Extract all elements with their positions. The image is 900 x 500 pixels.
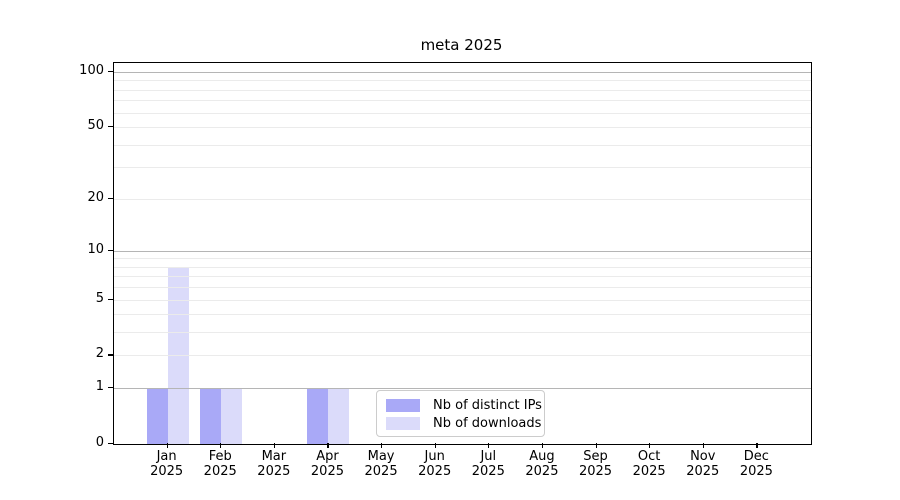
gridline-minor bbox=[114, 299, 811, 301]
gridline-minor bbox=[114, 355, 811, 357]
x-axis-tick bbox=[273, 443, 276, 448]
y-tick-label: 100 bbox=[79, 63, 104, 79]
gridline-minor bbox=[114, 89, 811, 91]
y-tick-label: 1 bbox=[95, 379, 104, 395]
x-axis-tick bbox=[541, 443, 544, 448]
legend-swatch-distinct-ips bbox=[386, 398, 420, 412]
gridline-minor bbox=[114, 127, 811, 129]
legend: Nb of distinct IPs Nb of downloads bbox=[376, 390, 545, 437]
gridline-minor bbox=[114, 276, 811, 278]
y-axis-tick bbox=[108, 71, 113, 73]
y-axis-tick bbox=[108, 298, 113, 300]
plot-area bbox=[113, 62, 812, 445]
x-axis-tick bbox=[434, 443, 436, 448]
y-axis-tick bbox=[108, 443, 113, 445]
gridline-major bbox=[114, 250, 811, 252]
bar-distinct-ips bbox=[200, 388, 222, 444]
x-axis-tick bbox=[381, 443, 383, 448]
x-tick-label: Sep 2025 bbox=[578, 449, 613, 479]
legend-label-downloads: Nb of downloads bbox=[433, 415, 542, 431]
x-tick-label: Apr 2025 bbox=[310, 449, 344, 479]
y-tick-label: 10 bbox=[87, 241, 104, 257]
legend-entry-distinct-ips: Nb of distinct IPs bbox=[386, 397, 542, 413]
gridline-minor bbox=[114, 112, 811, 114]
y-tick-label: 50 bbox=[87, 118, 104, 134]
y-tick-label: 20 bbox=[87, 189, 104, 205]
chart-title: meta 2025 bbox=[420, 36, 503, 54]
gridline-minor bbox=[114, 198, 811, 200]
y-tick-label: 5 bbox=[95, 290, 104, 306]
y-axis-tick bbox=[108, 249, 113, 251]
x-tick-label: Jan 2025 bbox=[150, 449, 184, 479]
gridline-minor bbox=[114, 332, 811, 334]
x-axis-tick bbox=[702, 443, 704, 448]
x-axis-tick bbox=[756, 443, 758, 448]
x-axis-tick bbox=[166, 443, 168, 448]
x-axis-tick bbox=[649, 443, 651, 448]
x-tick-label: Aug 2025 bbox=[525, 449, 559, 479]
gridline-minor bbox=[114, 100, 811, 102]
x-tick-label: Dec 2025 bbox=[739, 449, 773, 479]
x-tick-label: May 2025 bbox=[364, 449, 398, 479]
bar-distinct-ips bbox=[307, 388, 329, 444]
y-axis-tick bbox=[108, 354, 113, 356]
y-axis-tick bbox=[108, 126, 113, 128]
gridline-major bbox=[114, 72, 811, 74]
gridline-minor bbox=[114, 266, 811, 268]
bar-downloads bbox=[328, 388, 350, 444]
gridline-minor bbox=[114, 258, 811, 260]
y-axis-tick bbox=[108, 387, 113, 389]
x-axis-tick bbox=[488, 443, 490, 448]
x-tick-label: Feb 2025 bbox=[203, 449, 237, 479]
gridline-minor bbox=[114, 80, 811, 82]
x-axis-tick bbox=[327, 443, 329, 448]
x-axis-tick bbox=[595, 443, 597, 448]
y-tick-label: 0 bbox=[95, 435, 104, 450]
y-tick-label: 2 bbox=[95, 346, 104, 362]
gridline-minor bbox=[114, 144, 811, 146]
x-tick-label: Nov 2025 bbox=[686, 449, 720, 479]
gridline-minor bbox=[114, 314, 811, 316]
y-axis-tick bbox=[108, 197, 113, 199]
bar-downloads bbox=[221, 388, 243, 444]
x-tick-label: Jul 2025 bbox=[471, 449, 505, 479]
legend-swatch-downloads bbox=[386, 416, 420, 430]
x-tick-label: Oct 2025 bbox=[632, 449, 666, 479]
bar-downloads bbox=[167, 266, 189, 444]
gridline-minor bbox=[114, 167, 811, 169]
legend-entry-downloads: Nb of downloads bbox=[386, 415, 541, 431]
legend-label-distinct-ips: Nb of distinct IPs bbox=[433, 397, 542, 413]
x-tick-label: Jun 2025 bbox=[418, 449, 452, 479]
x-tick-label: Mar 2025 bbox=[257, 449, 291, 479]
bar-distinct-ips bbox=[146, 388, 168, 444]
gridline-major bbox=[114, 388, 811, 390]
gridline-minor bbox=[114, 287, 811, 289]
x-axis-tick bbox=[220, 443, 222, 448]
